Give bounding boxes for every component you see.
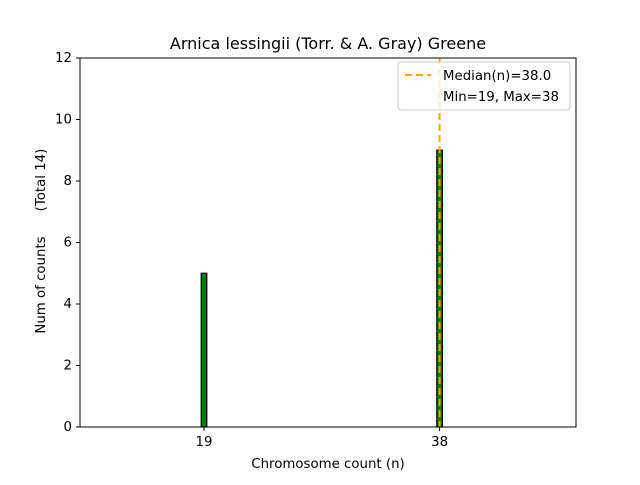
chart-title: Arnica lessingii (Torr. & A. Gray) Green… (170, 34, 486, 53)
y-tick-label-5: 10 (55, 113, 72, 128)
legend-median-label: Median(n)=38.0 (443, 69, 551, 84)
y-tick-label-4: 8 (64, 174, 72, 189)
y-tick-label-1: 2 (64, 359, 72, 374)
x-tick-label-0: 19 (196, 435, 213, 450)
bar-0 (200, 272, 208, 428)
legend-minmax-label: Min=19, Max=38 (443, 90, 559, 105)
y-axis-ticks: 0 2 4 6 8 10 12 (55, 51, 80, 435)
y-tick-label-2: 4 (64, 297, 72, 312)
x-axis-ticks: 19 38 (196, 427, 448, 450)
y-tick-label-6: 12 (55, 51, 72, 66)
legend: Median(n)=38.0 Min=19, Max=38 (397, 61, 571, 111)
y-tick-label-3: 6 (64, 236, 72, 251)
y-axis-total-label: (Total 14) (34, 149, 49, 212)
y-tick-label-0: 0 (64, 420, 72, 435)
x-tick-label-1: 38 (431, 435, 448, 450)
x-axis-label: Chromosome count (n) (251, 457, 404, 472)
legend-box (397, 61, 571, 111)
y-axis-label: Num of counts (34, 236, 49, 333)
